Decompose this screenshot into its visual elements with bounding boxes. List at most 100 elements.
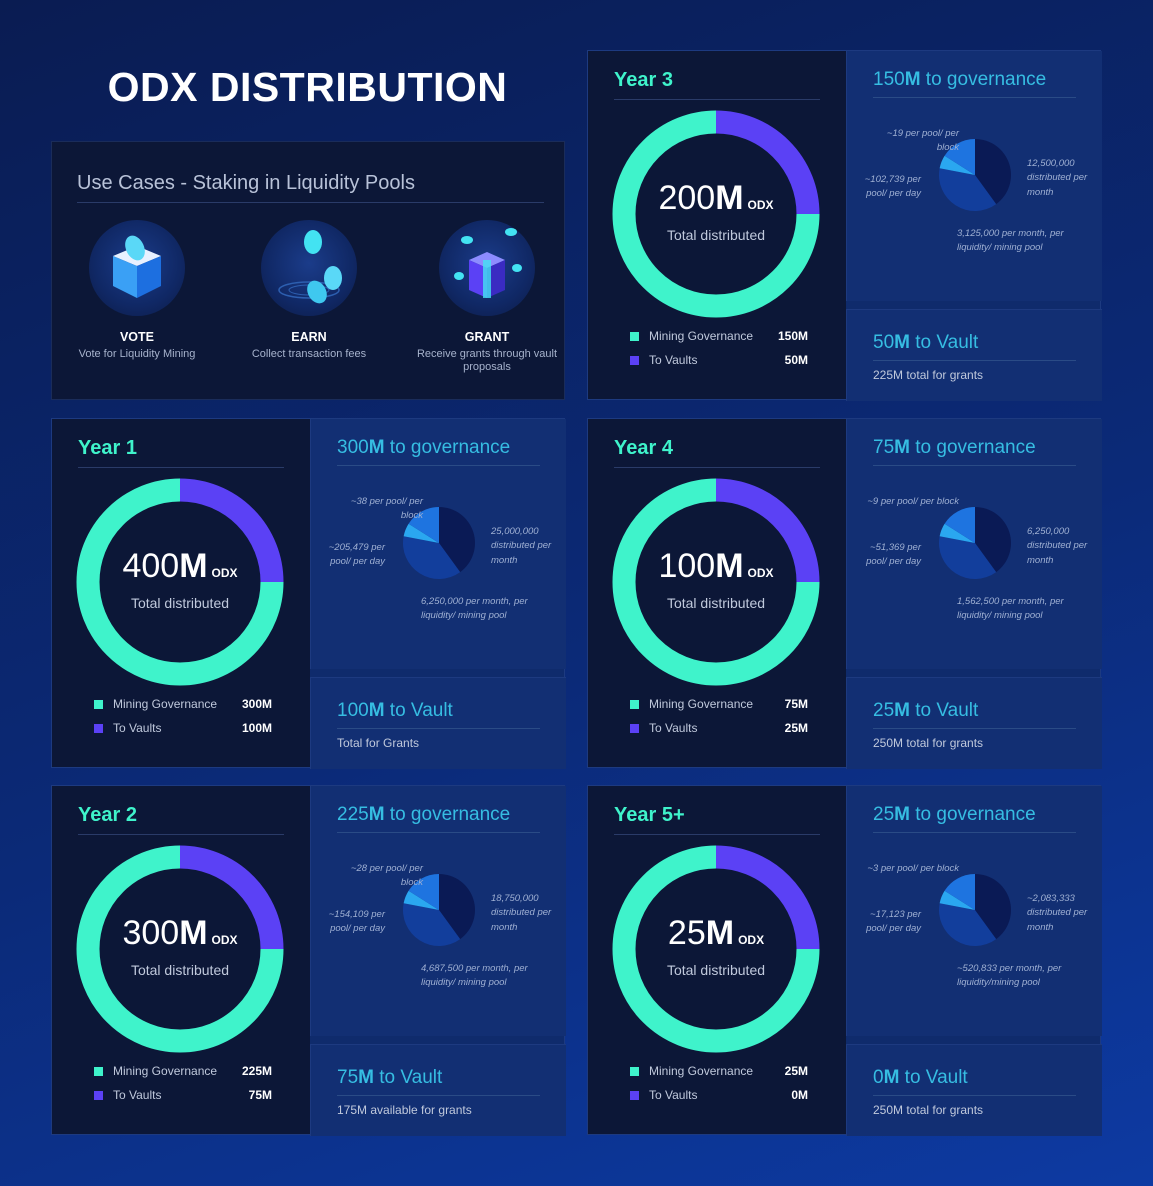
- divider: [614, 467, 820, 468]
- legend-label: To Vaults: [649, 1088, 698, 1102]
- vault-suffix: to Vault: [909, 700, 979, 721]
- legend-value: 0M: [791, 1088, 808, 1102]
- vault-unit: M: [894, 700, 910, 721]
- total-value: 300: [122, 914, 180, 952]
- divider: [337, 1095, 540, 1096]
- pie-slice-per-pool: [939, 536, 997, 579]
- donut-center: 25M ODX Total distributed: [608, 916, 824, 978]
- legend-swatch: [630, 1091, 639, 1100]
- year-title: Year 3: [614, 69, 673, 91]
- total-label: Total distributed: [130, 962, 230, 978]
- legend-swatch: [94, 1091, 103, 1100]
- annotation-per-month: 12,500,000 distributed per month: [1027, 158, 1088, 198]
- vault-amount: 25: [873, 700, 895, 721]
- donut-slice-governance: [612, 110, 820, 318]
- vault-amount: 75: [337, 1067, 359, 1088]
- vault-amount: 50: [873, 332, 895, 353]
- legend-item-governance: Mining Governance 25M: [630, 1064, 808, 1088]
- vault-title: 0M to Vault: [873, 1067, 968, 1089]
- legend-item-vaults: To Vaults 100M: [94, 721, 272, 745]
- use-cases-heading: Use Cases - Staking in Liquidity Pools: [77, 172, 415, 194]
- legend-value: 300M: [241, 697, 272, 711]
- governance-panel: 225M to governance ~28 per pool/ per blo…: [310, 786, 566, 1036]
- pie-slice-per-pool: [939, 903, 997, 946]
- governance-amount: 75: [873, 437, 895, 458]
- divider: [873, 728, 1076, 729]
- year-summary: Year 4 100M ODX Total distributed Mining …: [588, 419, 846, 767]
- year-title: Year 2: [78, 804, 137, 826]
- legend-swatch: [630, 1067, 639, 1076]
- annotation-per-month: 18,750,000 distributed per month: [491, 893, 552, 933]
- legend-label: To Vaults: [113, 1088, 162, 1102]
- legend-label: Mining Governance: [649, 329, 754, 343]
- divider: [337, 832, 540, 833]
- divider: [873, 1095, 1076, 1096]
- divider: [873, 97, 1076, 98]
- vault-note: 250M total for grants: [873, 736, 984, 750]
- legend-value: 75M: [784, 697, 808, 711]
- year-card: Year 2 300M ODX Total distributed Mining …: [51, 785, 566, 1136]
- legend-label: Mining Governance: [113, 697, 218, 711]
- year-card: Year 3 200M ODX Total distributed Mining …: [587, 50, 1102, 401]
- annotation-per-pool: 1,562,500 per month, per liquidity/ mini…: [957, 596, 1064, 622]
- annotation-per-pool: 4,687,500 per month, per liquidity/ mini…: [421, 963, 528, 989]
- pie-slice-per-pool: [403, 903, 461, 946]
- use-case-label: EARN: [291, 330, 327, 344]
- donut-slice-vaults: [179, 478, 284, 583]
- total-label: Total distributed: [666, 227, 766, 243]
- vault-title: 100M to Vault: [337, 700, 453, 722]
- pie-slice-per-month: [975, 139, 1011, 205]
- divider: [873, 465, 1076, 466]
- use-case-grant: GRANT Receive grants through vault propo…: [402, 220, 572, 374]
- annotation-per-day: ~51,369 per pool/ per day: [866, 542, 921, 568]
- vault-note: Total for Grants: [337, 736, 420, 750]
- year-title: Year 5+: [614, 804, 685, 826]
- total-unit: M: [179, 547, 208, 585]
- total-label: Total distributed: [130, 595, 230, 611]
- governance-suffix: to governance: [384, 437, 511, 458]
- legend-label: Mining Governance: [649, 1064, 754, 1078]
- donut-center: 200M ODX Total distributed: [608, 181, 824, 243]
- donut-slice-governance: [612, 845, 820, 1053]
- governance-amount: 25: [873, 804, 895, 825]
- legend-value: 50M: [784, 353, 808, 367]
- pie-slice-per-block: [408, 874, 439, 910]
- vault-panel: 100M to Vault Total for Grants: [310, 677, 566, 769]
- vault-unit: M: [358, 1067, 374, 1088]
- governance-title: 150M to governance: [873, 69, 1046, 91]
- donut-slice-governance: [76, 478, 284, 686]
- governance-unit: M: [894, 804, 910, 825]
- annotation-per-day: ~205,479 per pool/ per day: [328, 542, 385, 568]
- donut-slice-vaults: [715, 478, 820, 583]
- year-card: Year 1 400M ODX Total distributed Mining …: [51, 418, 566, 769]
- annotation-per-day: ~102,739 per pool/ per day: [864, 174, 921, 200]
- vault-suffix: to Vault: [899, 1067, 968, 1088]
- year-title: Year 4: [614, 437, 673, 459]
- legend-value: 25M: [784, 1064, 808, 1078]
- use-case-label: GRANT: [464, 330, 510, 344]
- governance-pie: [939, 874, 1011, 946]
- donut-center: 300M ODX Total distributed: [72, 916, 288, 978]
- vault-note: 175M available for grants: [337, 1103, 472, 1117]
- annotation-per-block: ~38 per pool/ per block: [350, 496, 423, 522]
- year-card: Year 4 100M ODX Total distributed Mining …: [587, 418, 1102, 769]
- legend-item-governance: Mining Governance 75M: [630, 697, 808, 721]
- legend-item-vaults: To Vaults 25M: [630, 721, 808, 745]
- pie-slice-per-day: [939, 890, 975, 910]
- vault-panel: 50M to Vault 225M total for grants: [846, 309, 1102, 401]
- pie-slice-per-block: [944, 874, 975, 910]
- legend-label: Mining Governance: [649, 697, 754, 711]
- distribution-donut: [612, 110, 820, 318]
- legend-item-governance: Mining Governance 150M: [630, 329, 808, 353]
- total-unit: M: [179, 914, 208, 952]
- governance-panel: 25M to governance ~3 per pool/ per block…: [846, 786, 1102, 1036]
- legend-swatch: [630, 724, 639, 733]
- governance-title: 75M to governance: [873, 437, 1036, 459]
- total-value: 400: [122, 547, 180, 585]
- use-case-vote: VOTE Vote for Liquidity Mining: [52, 220, 222, 361]
- distribution-donut: [76, 845, 284, 1053]
- annotation-per-month: ~2,083,333 distributed per month: [1027, 893, 1088, 933]
- annotation-per-day: ~17,123 per pool/ per day: [866, 909, 921, 935]
- pie-slice-per-pool: [939, 168, 997, 211]
- governance-title: 300M to governance: [337, 437, 510, 459]
